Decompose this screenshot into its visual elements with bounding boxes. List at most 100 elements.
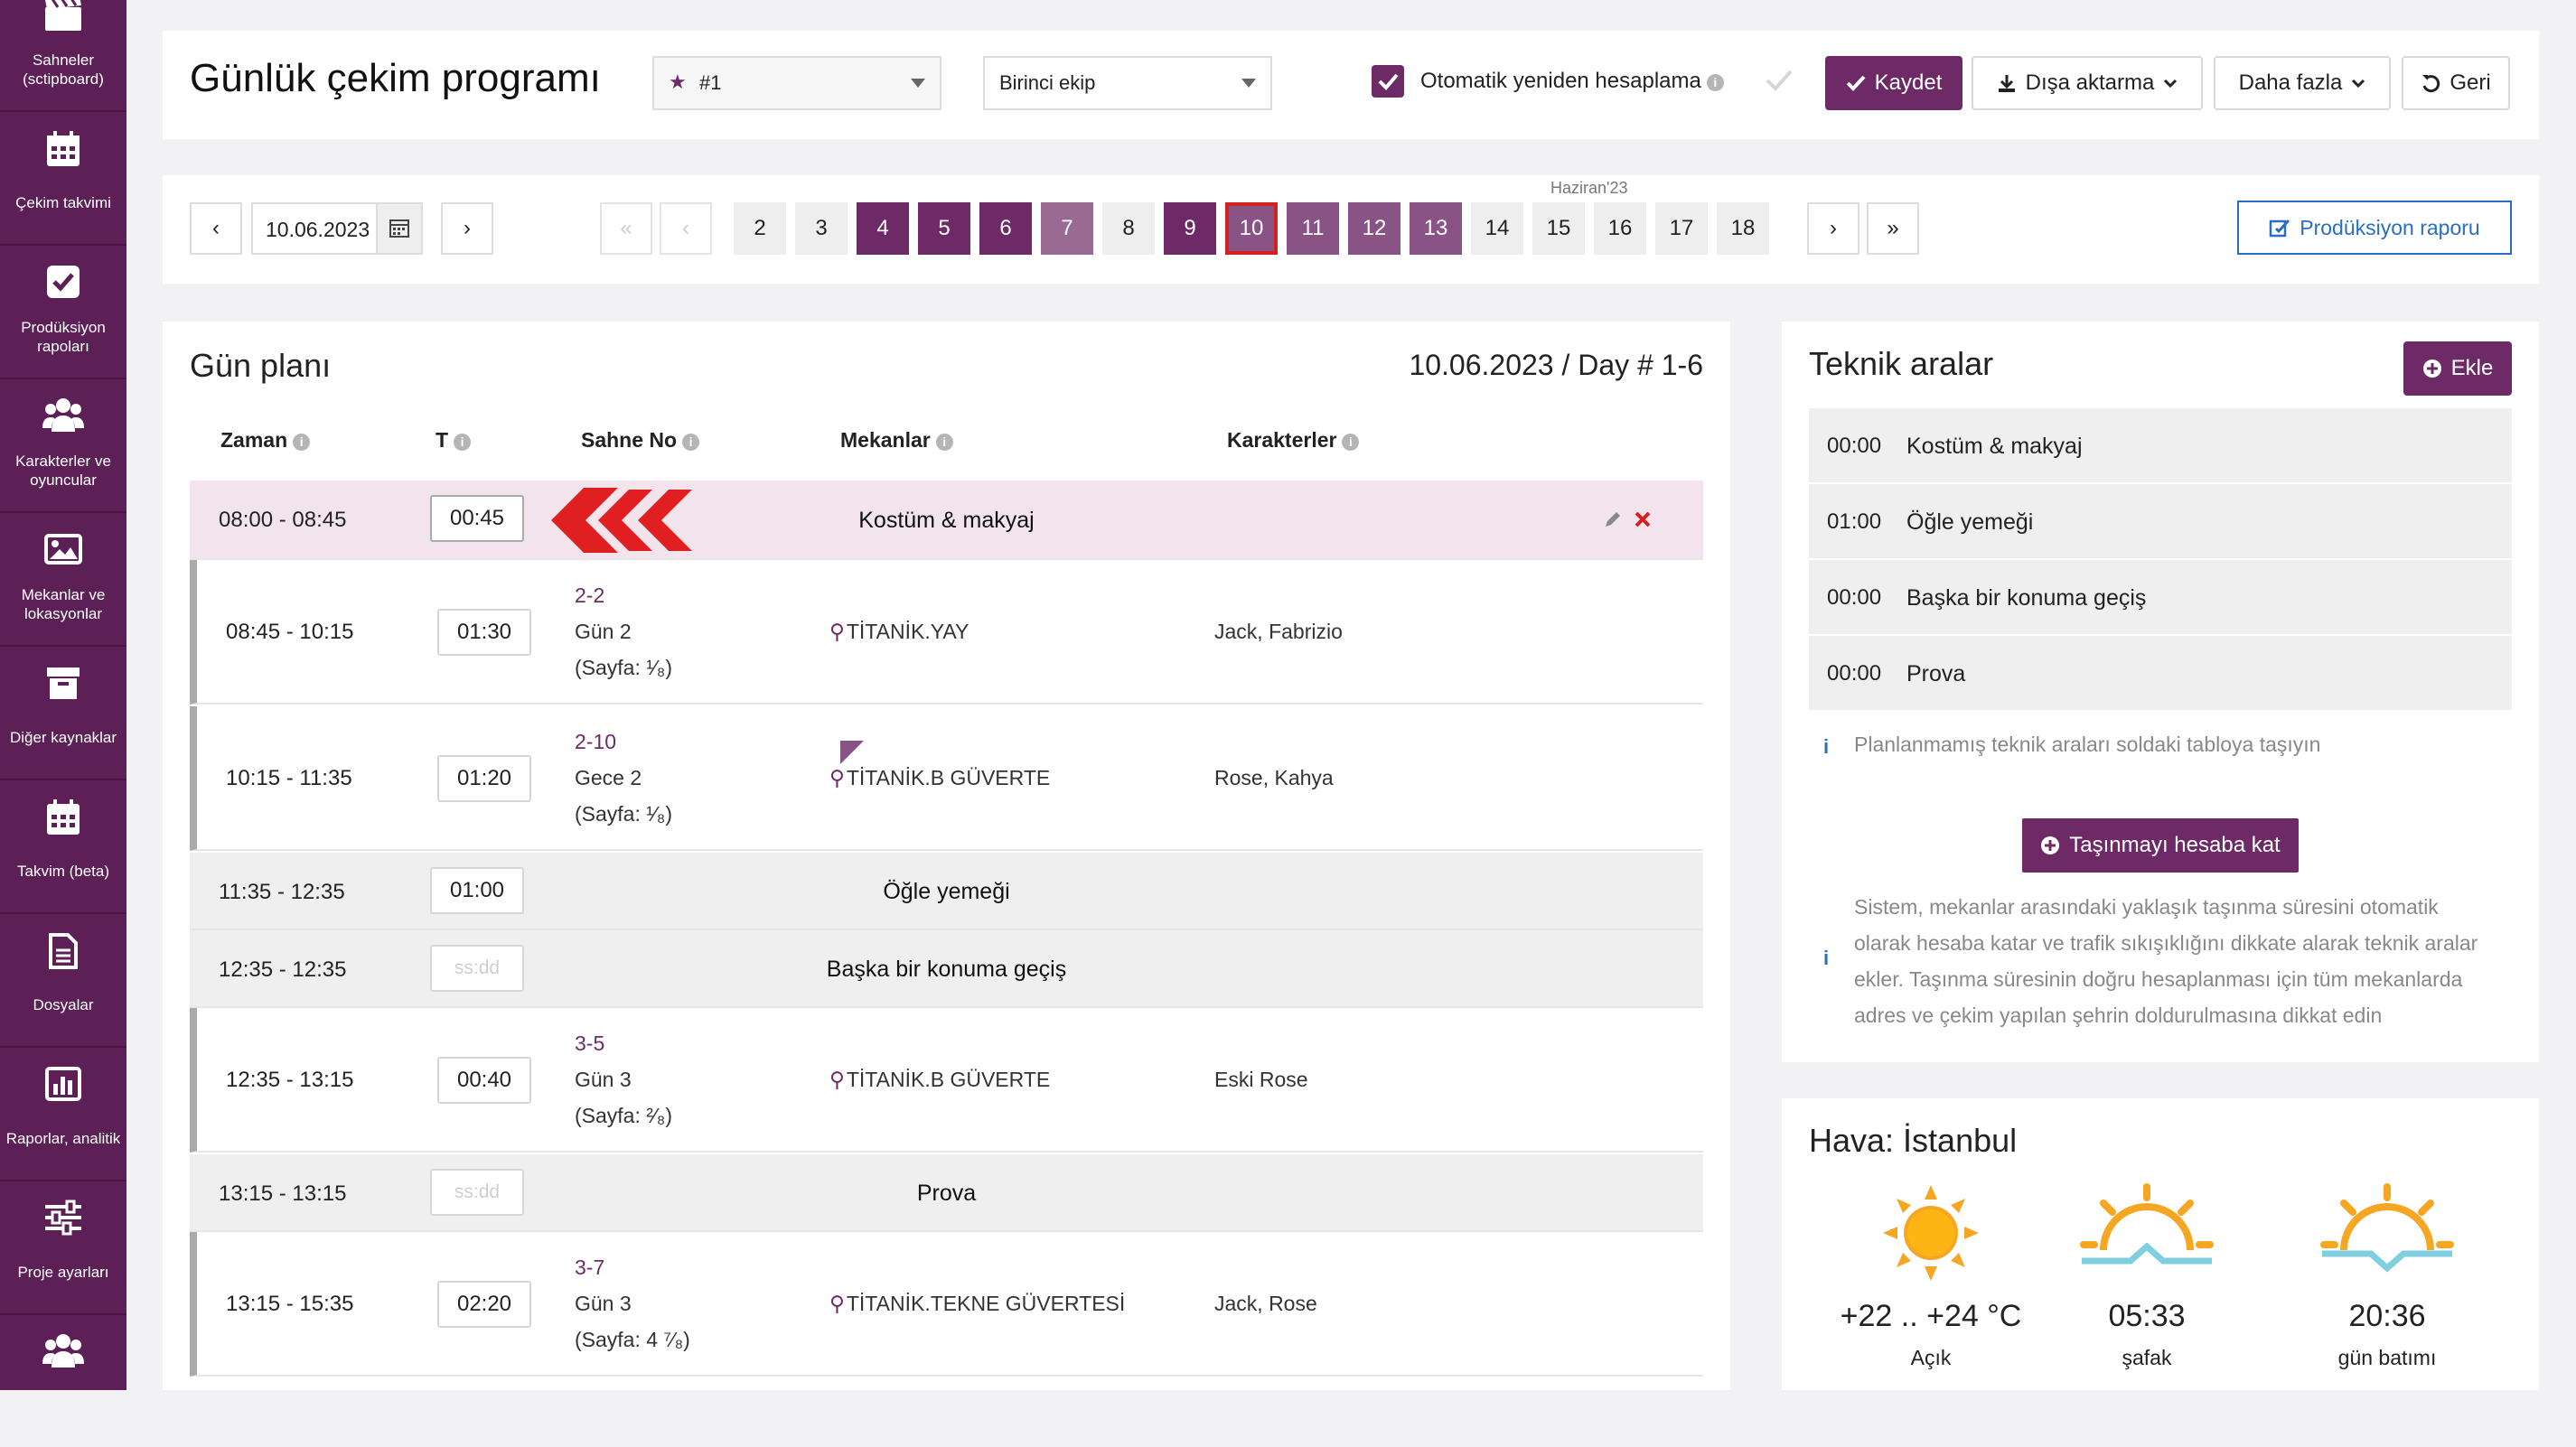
scene-number[interactable]: 3-7: [575, 1256, 605, 1279]
sidebar-item-project-settings[interactable]: Proje ayarları: [0, 1181, 126, 1315]
next-date-button[interactable]: ›: [441, 202, 493, 255]
table-row[interactable]: 13:15 - 13:15 ss:dd Prova: [190, 1154, 1703, 1232]
export-button[interactable]: Dışa aktarma: [1972, 56, 2203, 110]
scene-number[interactable]: 3-5: [575, 1032, 605, 1055]
table-row[interactable]: 12:35 - 13:15 00:40 3-5 Gün 3 (Sayfa: ²⁄…: [190, 1008, 1703, 1153]
prev-page-button[interactable]: ‹: [660, 202, 712, 255]
sidebar-item-characters[interactable]: Karakterler ve oyuncular: [0, 379, 126, 513]
save-button[interactable]: Kaydet: [1825, 56, 1962, 110]
technical-breaks-panel: Teknik aralar Ekle 00:00 Kostüm & makyaj …: [1782, 322, 2539, 1062]
delete-icon[interactable]: [1634, 510, 1652, 528]
sidebar-item-locations[interactable]: Mekanlar ve lokasyonlar: [0, 513, 126, 647]
column-header-time[interactable]: Zaman i: [220, 428, 311, 453]
date-input[interactable]: 10.06.2023: [251, 202, 423, 255]
sidebar-item-other-resources[interactable]: Diğer kaynaklar: [0, 647, 126, 780]
day-button-4[interactable]: 4: [857, 202, 909, 255]
more-button[interactable]: Daha fazla: [2214, 56, 2391, 110]
table-row[interactable]: 11:35 - 12:35 01:00 Öğle yemeği: [190, 853, 1703, 930]
scene-pages-suffix: ): [665, 656, 672, 679]
sidebar-item-label: Raporlar, analitik: [5, 1130, 121, 1147]
scene-pages: (Sayfa: ¹⁄₈): [575, 656, 672, 680]
day-button-16[interactable]: 16: [1594, 202, 1646, 255]
undo-icon: [2422, 75, 2440, 93]
last-page-button[interactable]: »: [1867, 202, 1919, 255]
sidebar-item-production-reports[interactable]: Prodüksiyon rapoları: [0, 246, 126, 379]
pencil-icon[interactable]: [1603, 509, 1623, 529]
row-time: 08:45 - 10:15: [226, 620, 354, 644]
move-note-line: olarak hesaba katar ve trafik sıkışıklığ…: [1854, 931, 2478, 955]
duration-input[interactable]: 01:00: [430, 867, 524, 914]
column-header-scene[interactable]: Sahne No i: [581, 428, 700, 453]
list-item[interactable]: 00:00 Kostüm & makyaj: [1809, 408, 2512, 482]
scene-number[interactable]: 2-10: [575, 730, 617, 753]
duration-input[interactable]: 02:20: [437, 1281, 531, 1328]
day-button-2[interactable]: 2: [734, 202, 786, 255]
next-page-button[interactable]: ›: [1807, 202, 1859, 255]
duration-input[interactable]: ss:dd: [430, 945, 524, 992]
list-item[interactable]: 00:00 Başka bir konuma geçiş: [1809, 560, 2512, 634]
day-button-11[interactable]: 11: [1287, 202, 1339, 255]
scene-pages: (Sayfa: ¹⁄₈): [575, 802, 672, 826]
day-button-5[interactable]: 5: [918, 202, 970, 255]
break-time: 00:00: [1827, 585, 1882, 610]
first-page-button[interactable]: «: [600, 202, 652, 255]
table-row[interactable]: 10:15 - 11:35 01:20 2-10 Gece 2 (Sayfa: …: [190, 706, 1703, 851]
day-button-7[interactable]: 7: [1041, 202, 1093, 255]
check-icon: [1846, 75, 1866, 91]
day-button-6[interactable]: 6: [979, 202, 1032, 255]
row-time: 13:15 - 13:15: [219, 1181, 347, 1206]
day-button-10[interactable]: 10: [1225, 202, 1278, 255]
location-label: TİTANİK.YAY: [846, 620, 970, 643]
day-button-14[interactable]: 14: [1471, 202, 1523, 255]
sunset-icon: [2320, 1183, 2454, 1273]
day-button-12[interactable]: 12: [1348, 202, 1400, 255]
sidebar-item-scenes[interactable]: Sahneler (sctipboard): [0, 0, 126, 112]
day-button-18[interactable]: 18: [1717, 202, 1769, 255]
calendar-icon[interactable]: [376, 204, 421, 253]
table-row[interactable]: 08:45 - 10:15 01:30 2-2 Gün 2 (Sayfa: ¹⁄…: [190, 560, 1703, 705]
table-row[interactable]: 12:35 - 12:35 ss:dd Başka bir konuma geç…: [190, 930, 1703, 1008]
info-icon: i: [1823, 947, 1830, 969]
table-row[interactable]: 08:00 - 08:45 00:45 Kostüm & makyaj: [190, 481, 1703, 560]
duration-input[interactable]: 00:45: [430, 495, 524, 542]
team-select[interactable]: Birinci ekip: [983, 56, 1272, 110]
production-report-button[interactable]: Prodüksiyon raporu: [2237, 201, 2512, 255]
back-button[interactable]: Geri: [2402, 56, 2510, 110]
duration-input[interactable]: 01:20: [437, 755, 531, 802]
prev-date-button[interactable]: ‹: [190, 202, 242, 255]
day-button-9[interactable]: 9: [1164, 202, 1216, 255]
scene-pages-value: ¹⁄₈: [646, 802, 666, 826]
column-header-locations[interactable]: Mekanlar i: [840, 428, 953, 453]
sidebar-item-files[interactable]: Dosyalar: [0, 914, 126, 1048]
day-button-8[interactable]: 8: [1102, 202, 1155, 255]
table-row[interactable]: 13:15 - 15:35 02:20 3-7 Gün 3 (Sayfa: 4 …: [190, 1232, 1703, 1377]
duration-input[interactable]: 00:40: [437, 1057, 531, 1104]
day-button-15[interactable]: 15: [1532, 202, 1585, 255]
list-item[interactable]: 01:00 Öğle yemeği: [1809, 484, 2512, 558]
sunrise-label: şafak: [2122, 1346, 2172, 1369]
sidebar-item-team[interactable]: [0, 1315, 126, 1447]
auto-recalc-checkbox[interactable]: [1372, 65, 1404, 98]
sidebar-item-shooting-schedule[interactable]: Çekim takvimi: [0, 112, 126, 246]
day-button-17[interactable]: 17: [1655, 202, 1708, 255]
day-plan-title: Gün planı: [190, 347, 332, 384]
account-move-button[interactable]: Taşınmayı hesaba kat: [2022, 818, 2299, 873]
day-button-3[interactable]: 3: [795, 202, 848, 255]
bar-chart-icon: [45, 1067, 81, 1101]
schedule-select[interactable]: ★ #1: [652, 56, 941, 110]
day-button-13[interactable]: 13: [1410, 202, 1462, 255]
scene-number[interactable]: 2-2: [575, 583, 605, 607]
column-header-characters[interactable]: Karakterler i: [1227, 428, 1360, 453]
duration-input[interactable]: 01:30: [437, 609, 531, 656]
duration-input[interactable]: ss:dd: [430, 1169, 524, 1216]
sidebar-item-reports-analytics[interactable]: Raporlar, analitik: [0, 1048, 126, 1181]
technical-breaks-title: Teknik aralar: [1809, 345, 1994, 382]
sunset-label: gün batımı: [2337, 1346, 2437, 1369]
row-time: 12:35 - 13:15: [226, 1068, 354, 1092]
sidebar-item-label: Proje ayarları: [17, 1264, 109, 1281]
sidebar-item-calendar-beta[interactable]: Takvim (beta): [0, 780, 126, 914]
add-break-button[interactable]: Ekle: [2403, 341, 2512, 396]
checkbox-icon: [47, 266, 80, 298]
list-item[interactable]: 00:00 Prova: [1809, 636, 2512, 710]
